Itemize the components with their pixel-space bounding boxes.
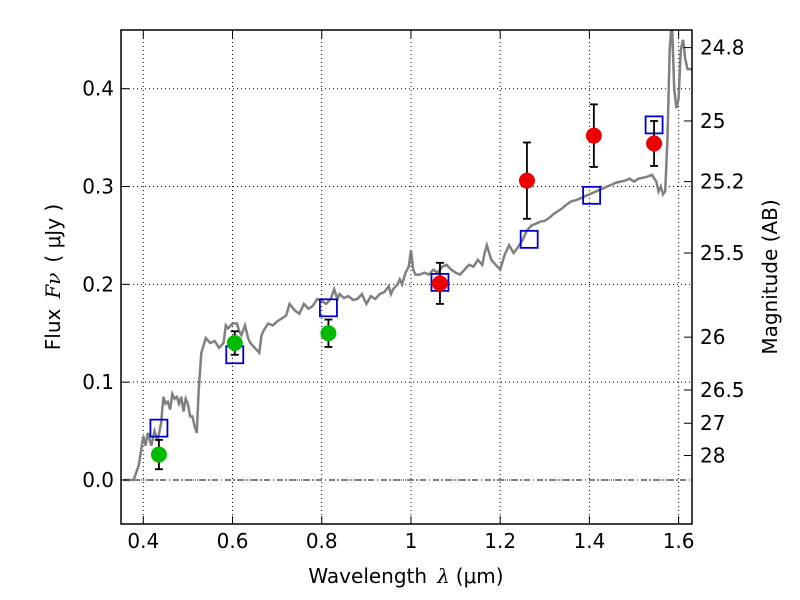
x-tick-label: 0.4 xyxy=(127,529,159,553)
model-photometry-square xyxy=(149,418,169,438)
data-points xyxy=(149,103,664,471)
mag-tick-label: 25.5 xyxy=(700,241,745,265)
plot-background xyxy=(121,30,692,524)
red-data-point xyxy=(518,172,535,189)
red-data-point xyxy=(646,135,663,152)
y-tick-label: 0.1 xyxy=(82,370,114,394)
green-data-point xyxy=(226,335,243,352)
model-spectrum-line xyxy=(123,30,692,482)
y-axis-title-text: Flux xyxy=(41,308,65,350)
y-axis-title: Flux Fν ( μJy ) xyxy=(41,204,65,350)
mag-tick-label: 26.5 xyxy=(700,378,745,402)
y-axis-unit: ( μJy ) xyxy=(41,204,65,263)
green-data-point xyxy=(320,325,337,342)
model-photometry-square xyxy=(582,185,602,205)
mag-tick-label: 25.2 xyxy=(700,170,745,194)
y-tick-label: 0.3 xyxy=(82,175,114,199)
red-data-point xyxy=(585,127,602,144)
x-tick-label: 1.2 xyxy=(484,529,516,553)
y-axis-symbol: Fν xyxy=(41,273,65,300)
mag-tick-label: 25 xyxy=(700,109,725,133)
mag-tick-label: 26 xyxy=(700,325,725,349)
model-photometry-square xyxy=(519,229,539,249)
right-axis-title: Magnitude (AB) xyxy=(758,199,782,354)
y-tick-label: 0.0 xyxy=(82,468,114,492)
x-tick-label: 1.6 xyxy=(663,529,695,553)
model-photometry-square xyxy=(319,298,338,318)
plot-frame xyxy=(120,29,693,525)
mag-tick-label: 24.8 xyxy=(700,36,745,60)
mag-tick-label: 27 xyxy=(700,411,725,435)
y-tick-label: 0.4 xyxy=(82,77,114,101)
red-data-point xyxy=(431,275,448,292)
x-axis-unit: (μm) xyxy=(456,564,504,588)
axis-ticks: 0.4 0.6 0.8 1 1.2 1.4 1.6 0.0 0.1 0.2 0.3 0.4 24.8 25… xyxy=(82,30,745,553)
x-tick-label: 0.8 xyxy=(306,529,338,553)
x-tick-label: 0.6 xyxy=(217,529,249,553)
x-tick-label: 1 xyxy=(405,529,418,553)
x-axis-title-text: Wavelength xyxy=(308,564,427,588)
x-axis-symbol: λ xyxy=(436,564,450,588)
y-tick-label: 0.2 xyxy=(82,272,114,296)
green-data-point xyxy=(150,446,167,463)
x-tick-label: 1.4 xyxy=(573,529,605,553)
mag-tick-label: 28 xyxy=(700,444,725,468)
x-axis-title: Wavelength λ (μm) xyxy=(308,564,503,588)
